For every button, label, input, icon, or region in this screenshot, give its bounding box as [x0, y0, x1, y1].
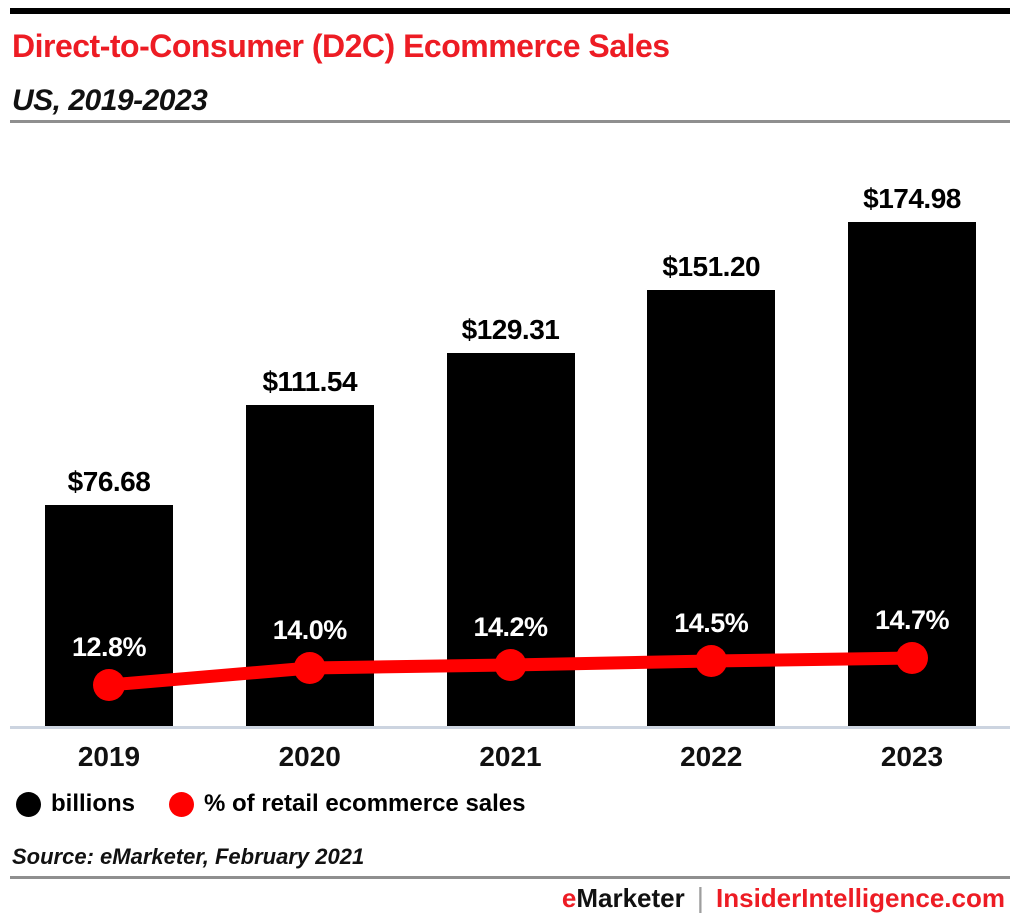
footer-divider [10, 876, 1010, 879]
page-title: Direct-to-Consumer (D2C) Ecommerce Sales [12, 28, 670, 64]
bar-value-label-2022: $151.20 [662, 251, 761, 282]
x-axis-line [10, 726, 1010, 729]
line-value-label-2022: 14.5% [674, 608, 749, 638]
footer-separator: | [696, 882, 705, 913]
bar-value-label-2021: $129.31 [461, 314, 560, 345]
line-value-label-2020: 14.0% [272, 615, 348, 645]
bar-value-label-2020: $111.54 [262, 366, 358, 397]
bar-2023 [848, 222, 976, 726]
x-axis-label-2023: 2023 [880, 741, 944, 772]
insider-intelligence-link[interactable]: InsiderIntelligence.com [716, 882, 1005, 913]
top-rule [10, 8, 1010, 14]
footer-brand: eMarketer | InsiderIntelligence.com [562, 882, 1005, 914]
legend-item-billions: billions [16, 790, 135, 818]
bar-2020 [246, 405, 374, 726]
x-axis-label-2022: 2022 [680, 741, 743, 772]
x-axis-label-2019: 2019 [77, 741, 141, 772]
source-note: Source: eMarketer, February 2021 [12, 844, 365, 869]
header-divider [10, 120, 1010, 123]
x-axis-label-2021: 2021 [479, 741, 542, 772]
line-value-label-2021: 14.2% [473, 612, 548, 642]
bar-2021 [447, 353, 575, 726]
emarketer-logo: eMarketer [561, 882, 685, 913]
bar-2019 [45, 505, 173, 726]
legend-item-percent: % of retail ecommerce sales [169, 790, 526, 818]
bar-value-label-2023: $174.98 [863, 183, 961, 214]
legend-label-billions: billions [51, 790, 135, 817]
x-axis-label-2020: 2020 [278, 741, 341, 772]
percent-dot-icon [169, 791, 194, 817]
legend-label-percent: % of retail ecommerce sales [204, 790, 526, 817]
bar-value-label-2019: $76.68 [67, 466, 151, 497]
line-value-label-2023: 14.7% [874, 605, 950, 635]
line-value-label-2019: 12.8% [71, 632, 147, 662]
bar-2022 [647, 290, 775, 726]
legend: billions % of retail ecommerce sales [16, 790, 526, 818]
billions-dot-icon [16, 791, 41, 817]
page-subtitle: US, 2019-2023 [12, 84, 208, 117]
